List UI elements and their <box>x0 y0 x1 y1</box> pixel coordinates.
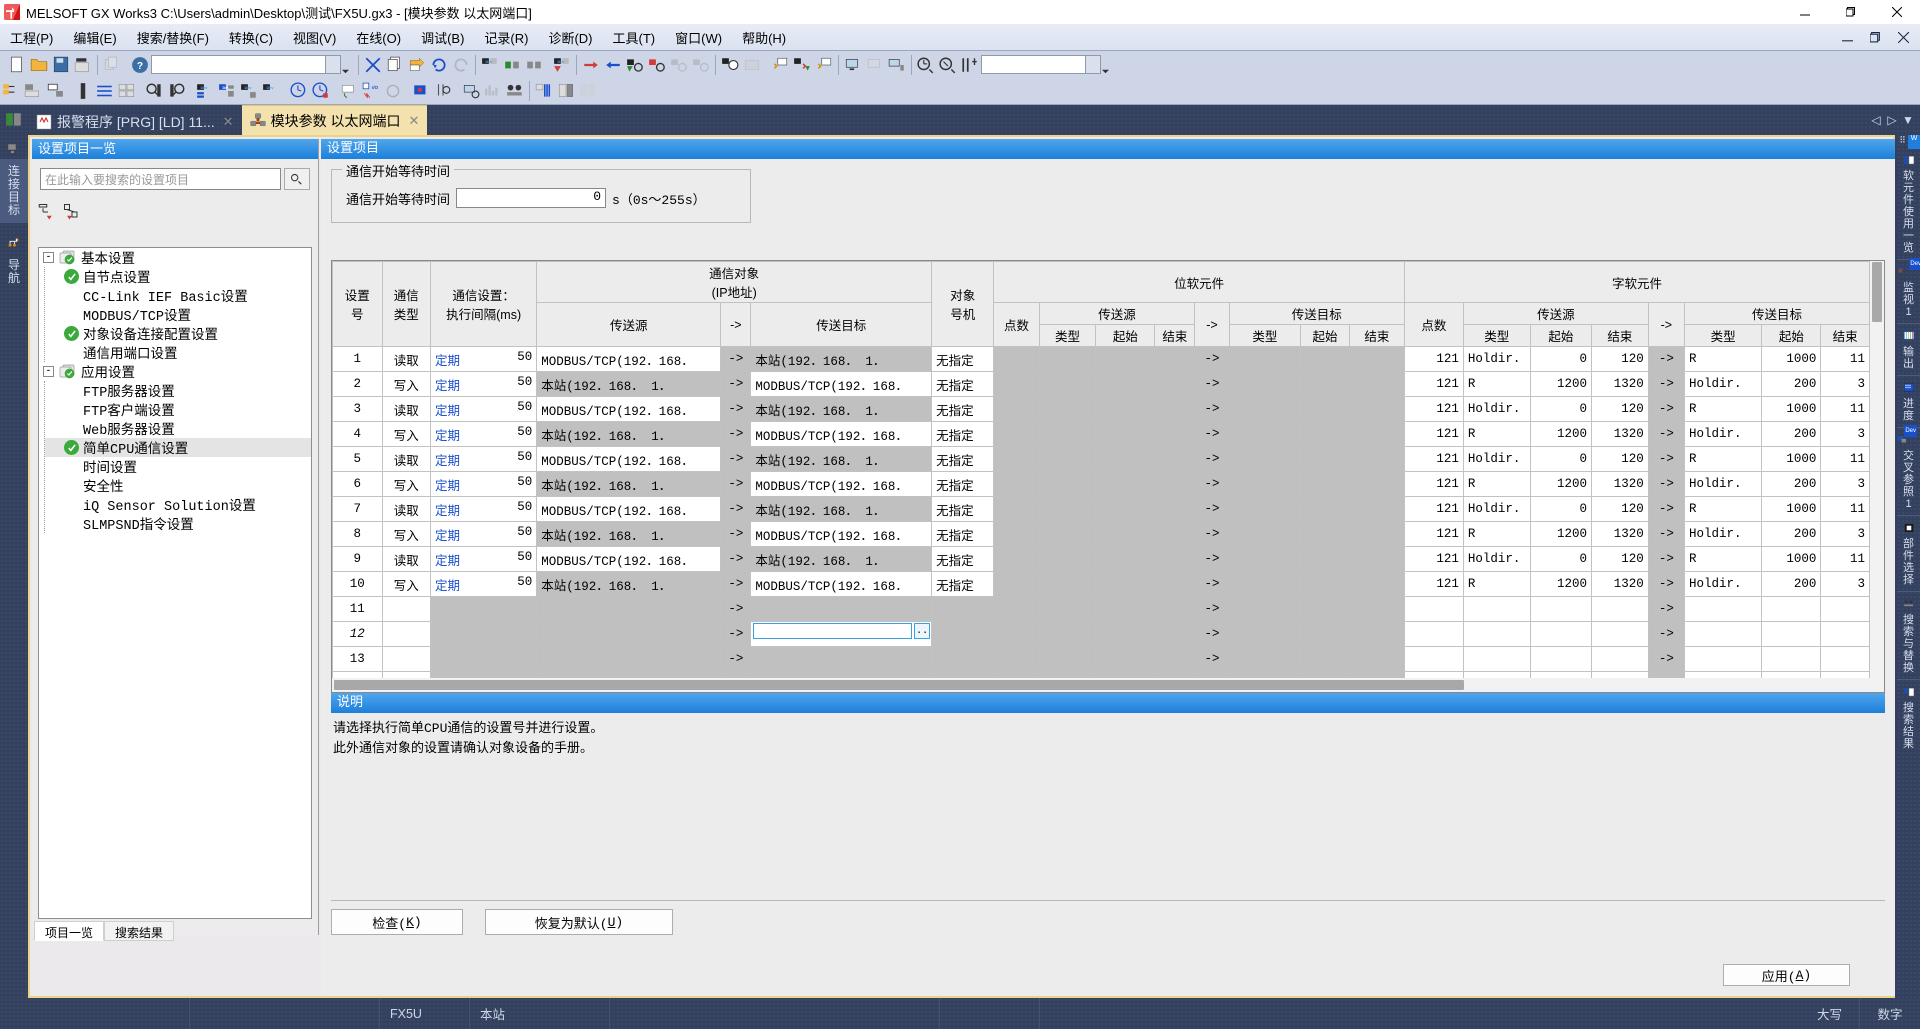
svg-text:I/O: I/O <box>372 85 379 90</box>
svg-text:Dev: Dev <box>245 86 253 90</box>
svg-text:Dev: Dev <box>558 59 566 63</box>
svg-text:?: ? <box>137 60 143 71</box>
svg-text:Dev: Dev <box>201 86 209 90</box>
svg-text:Dev: Dev <box>486 59 494 63</box>
svg-text:Dev: Dev <box>267 86 275 90</box>
